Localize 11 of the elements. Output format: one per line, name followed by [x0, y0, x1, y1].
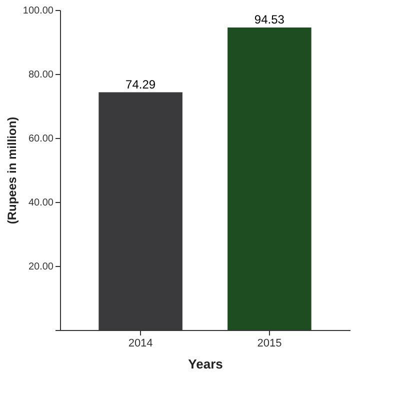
- y-tick-label: 60.00: [28, 134, 54, 144]
- x-axis-title: Years: [188, 356, 223, 372]
- y-axis-title: (Rupees in million): [4, 116, 19, 224]
- y-tick-label: 100.00: [22, 6, 54, 16]
- data-label: 94.53: [254, 12, 285, 27]
- x-tick-label: 2014: [128, 338, 153, 350]
- data-label: 74.29: [126, 77, 156, 92]
- x-tick-label: 2015: [257, 338, 282, 350]
- y-tick-label: 20.00: [28, 262, 54, 272]
- y-tick-label: 40.00: [28, 198, 54, 208]
- y-tick-label: 80.00: [28, 70, 54, 80]
